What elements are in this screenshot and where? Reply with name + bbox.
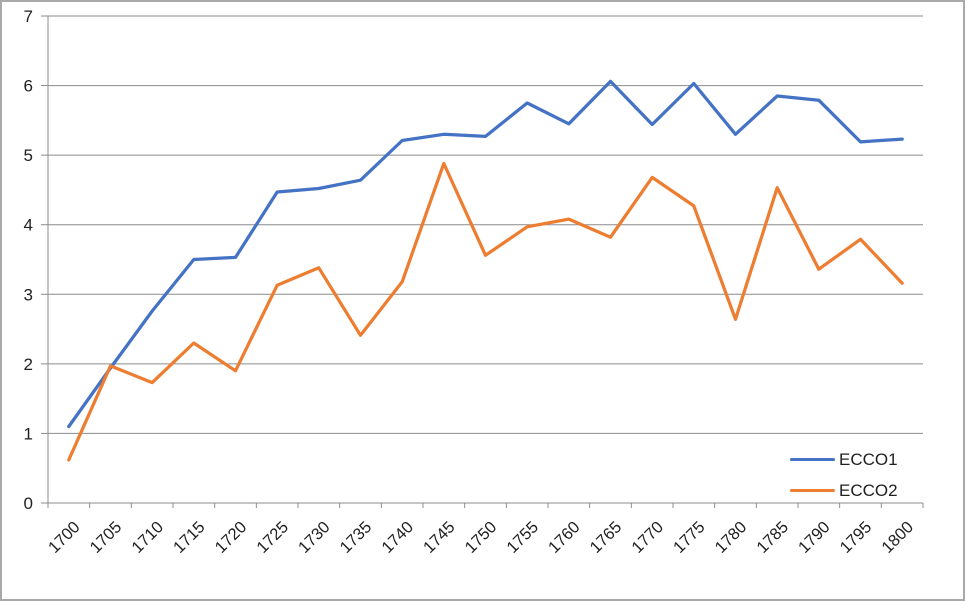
x-axis-tick-label: 1750: [462, 518, 501, 557]
y-axis-labels: 0 1 2 3 4 5 6 7: [24, 7, 33, 513]
x-axis-tick-label: 1745: [420, 518, 459, 557]
x-axis-tick-label: 1725: [253, 518, 292, 557]
y-axis-tick-label: 6: [24, 77, 33, 96]
x-axis-labels: 1700 1705 1710 1715 1720 1725 1730 1735 1740 1745…: [45, 518, 917, 557]
x-axis-tick-label: 1710: [128, 518, 167, 557]
x-axis-tick-label: 1785: [753, 518, 792, 557]
legend: ECCO1 ECCO2: [790, 450, 898, 500]
axes: [47, 16, 923, 504]
series-line-ecco1: [67, 79, 904, 429]
series-line-ecco2: [67, 161, 904, 462]
x-axis-tick-label: 1730: [295, 518, 334, 557]
x-axis-tick-label: 1795: [837, 518, 876, 557]
y-axis-tick-label: 7: [24, 7, 33, 26]
x-axis-tick-label: 1740: [378, 518, 417, 557]
x-axis-tick-label: 1715: [170, 518, 209, 557]
legend-label-ecco2: ECCO2: [839, 481, 898, 500]
x-axis-tick-label: 1705: [87, 518, 126, 557]
y-axis-tick-label: 3: [24, 285, 33, 304]
x-axis-tick-label: 1800: [878, 518, 917, 557]
x-axis-tick-label: 1700: [45, 518, 84, 557]
x-axis-tick-label: 1760: [545, 518, 584, 557]
x-axis-tick-label: 1755: [503, 518, 542, 557]
y-axis-tick-label: 4: [24, 216, 33, 235]
y-axis-tick-label: 2: [24, 355, 33, 374]
y-axis-tick-label: 0: [24, 494, 33, 513]
x-axis-tick-label: 1790: [795, 518, 834, 557]
x-axis-tick-label: 1775: [670, 518, 709, 557]
x-axis-tick-label: 1720: [212, 518, 251, 557]
legend-item-ecco1: ECCO1: [790, 450, 898, 469]
series-lines: [67, 79, 904, 462]
x-axis-tick-label: 1735: [337, 518, 376, 557]
x-axis-tick-label: 1770: [628, 518, 667, 557]
ecco1-line-swatch: [790, 457, 835, 462]
legend-label-ecco1: ECCO1: [839, 450, 898, 469]
legend-item-ecco2: ECCO2: [790, 481, 898, 500]
y-axis-tick-label: 1: [24, 424, 33, 443]
gridlines: [48, 15, 923, 434]
axis-ticks: [41, 15, 924, 508]
ecco2-line-swatch: [790, 488, 835, 493]
x-axis-tick-label: 1765: [587, 518, 626, 557]
y-axis-tick-label: 5: [24, 146, 33, 165]
x-axis-tick-label: 1780: [712, 518, 751, 557]
